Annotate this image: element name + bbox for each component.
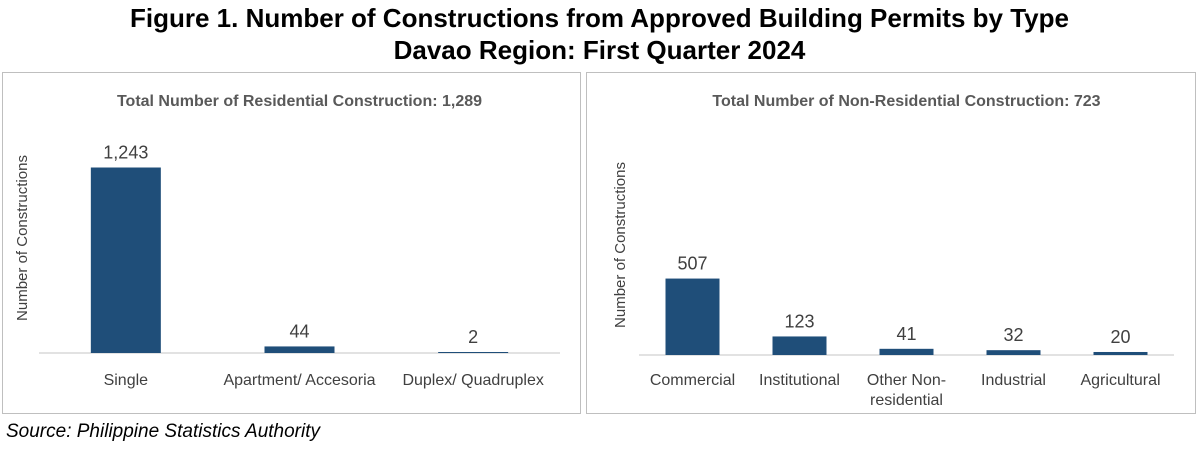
residential-bar-chart: Total Number of Residential Construction…	[14, 93, 560, 389]
chart-1-category-label-0: Commercial	[650, 372, 735, 389]
chart-0-data-label-2: 2	[468, 327, 478, 347]
chart-1-category-label-4: Agricultural	[1080, 372, 1160, 389]
source-note: Source: Philippine Statistics Authority	[6, 421, 321, 442]
chart-0-data-label-0: 1,243	[103, 143, 148, 163]
chart-0-category-label-0: Single	[104, 372, 149, 389]
non-residential-bar-chart: Total Number of Non-Residential Construc…	[612, 93, 1174, 409]
chart-0-y-axis-label: Number of Constructions	[14, 155, 31, 321]
figure-title-line-1: Figure 1. Number of Constructions from A…	[130, 3, 1069, 33]
figure-title-line-2: Davao Region: First Quarter 2024	[393, 35, 806, 65]
chart-1-category-label-2: Other Non-residential	[867, 372, 946, 409]
chart-0-bar-0	[90, 167, 161, 353]
chart-1-bar-3	[986, 350, 1041, 355]
chart-1-data-label-1: 123	[784, 311, 814, 331]
chart-0-category-label-1: Apartment/ Accesoria	[223, 372, 375, 389]
chart-0-category-label-2: Duplex/ Quadruplex	[402, 372, 543, 389]
non-residential-chart-panel: Total Number of Non-Residential Construc…	[586, 72, 1196, 414]
chart-1-data-label-2: 41	[896, 324, 916, 344]
chart-1-bar-0	[665, 278, 720, 355]
figure-title: Figure 1. Number of Constructions from A…	[0, 2, 1199, 66]
chart-1-data-label-4: 20	[1110, 327, 1130, 347]
chart-0-bar-1	[264, 346, 335, 353]
chart-1-bar-1	[772, 336, 827, 355]
chart-1-bar-2	[879, 348, 934, 355]
chart-0-bar-2	[438, 352, 509, 353]
chart-1-y-axis-label: Number of Constructions	[612, 162, 629, 328]
chart-1-bar-4	[1093, 351, 1148, 355]
chart-0-title: Total Number of Residential Construction…	[117, 93, 482, 110]
chart-1-title: Total Number of Non-Residential Construc…	[712, 93, 1100, 110]
chart-1-category-label-1: Institutional	[759, 372, 840, 389]
chart-1-category-label-3: Industrial	[981, 372, 1046, 389]
chart-0-data-label-1: 44	[289, 321, 309, 341]
chart-1-data-label-0: 507	[677, 254, 707, 274]
chart-1-data-label-3: 32	[1003, 325, 1023, 345]
residential-chart-panel: Total Number of Residential Construction…	[2, 72, 581, 414]
